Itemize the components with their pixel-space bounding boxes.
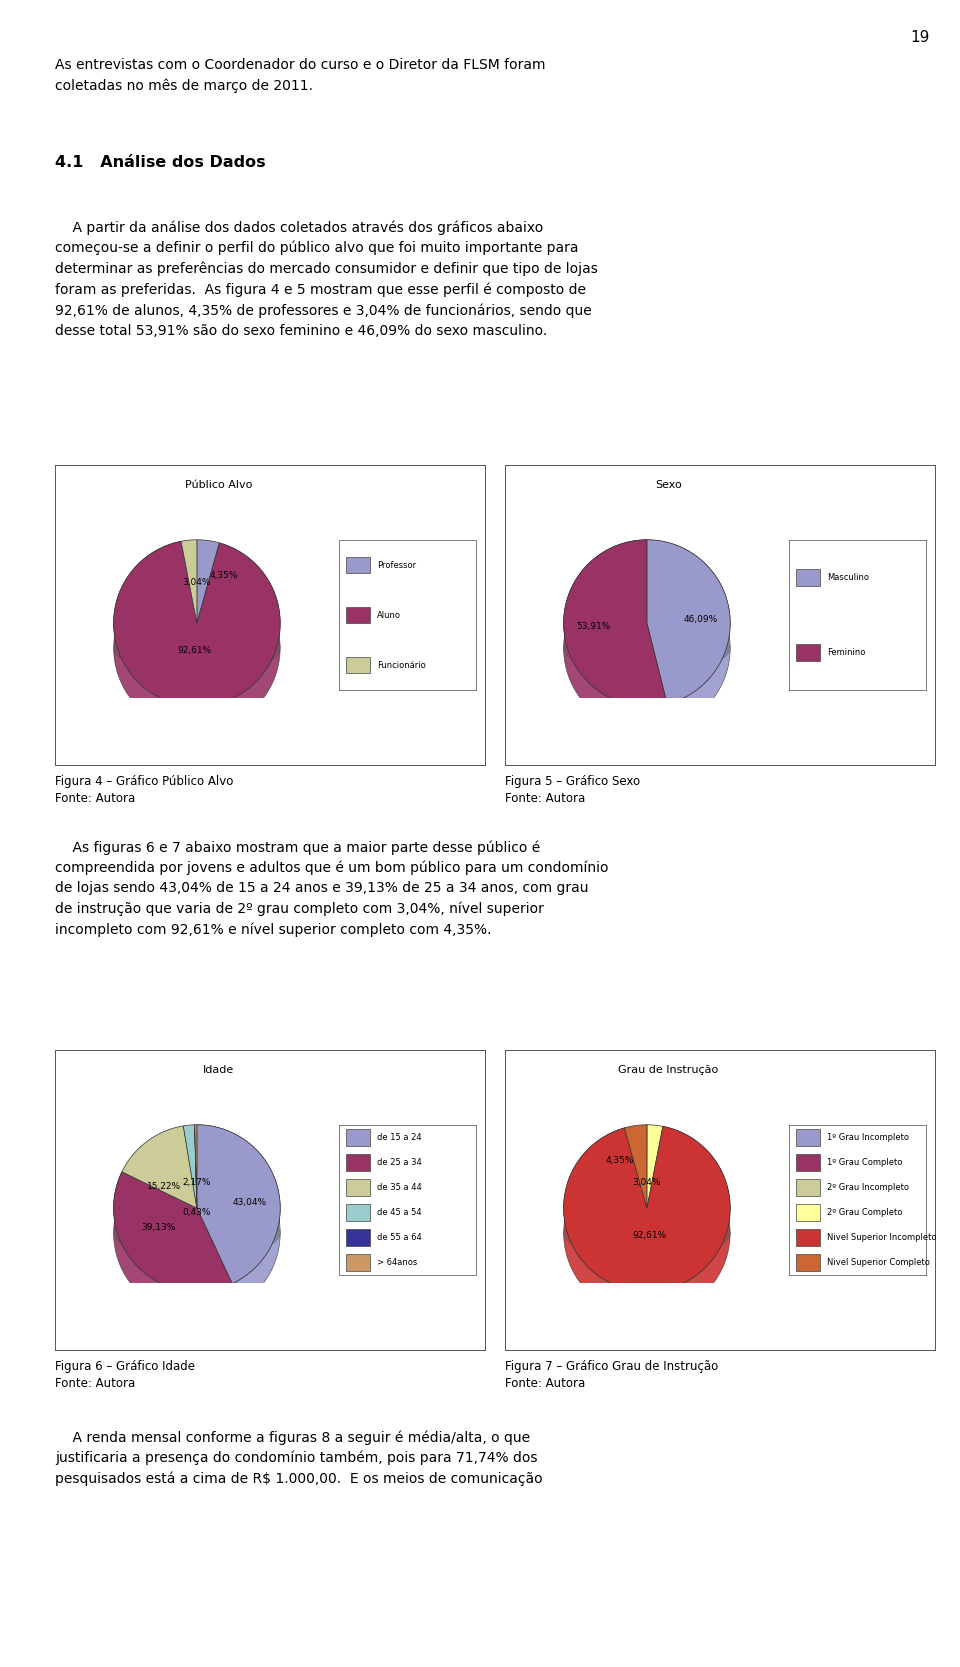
Bar	[796, 643, 821, 660]
Text: As entrevistas com o Coordenador do curso e o Diretor da FLSM foram
coletadas no: As entrevistas com o Coordenador do curs…	[55, 58, 545, 93]
Text: Sexo: Sexo	[655, 480, 682, 490]
Polygon shape	[197, 1125, 280, 1284]
Text: 43,04%: 43,04%	[232, 1197, 267, 1207]
Text: A partir da análise dos dados coletados através dos gráficos abaixo
começou-se a: A partir da análise dos dados coletados …	[55, 220, 598, 338]
Text: 39,13%: 39,13%	[141, 1222, 176, 1232]
Text: 4.1   Análise dos Dados: 4.1 Análise dos Dados	[55, 155, 266, 170]
Text: Aluno: Aluno	[377, 610, 401, 620]
Polygon shape	[624, 1125, 647, 1209]
Polygon shape	[197, 540, 220, 623]
Text: Figura 4 – Gráfico Público Alvo
Fonte: Autora: Figura 4 – Gráfico Público Alvo Fonte: A…	[55, 775, 233, 805]
Bar	[346, 607, 371, 623]
Bar	[346, 1154, 371, 1170]
Polygon shape	[195, 1125, 197, 1209]
Polygon shape	[564, 1127, 731, 1292]
Text: 3,04%: 3,04%	[633, 1179, 661, 1187]
Polygon shape	[113, 542, 280, 707]
Bar	[346, 1204, 371, 1220]
Bar	[796, 1254, 821, 1270]
Polygon shape	[181, 540, 197, 623]
Text: Nivel Superior Incompleto: Nivel Superior Incompleto	[828, 1234, 937, 1242]
Polygon shape	[647, 1125, 662, 1209]
Text: de 45 a 54: de 45 a 54	[377, 1209, 422, 1217]
Text: As figuras 6 e 7 abaixo mostram que a maior parte desse público é
compreendida p: As figuras 6 e 7 abaixo mostram que a ma…	[55, 840, 609, 937]
Bar	[346, 1129, 371, 1145]
Text: Funcionário: Funcionário	[377, 660, 426, 670]
Polygon shape	[113, 1172, 232, 1292]
Polygon shape	[195, 1125, 197, 1209]
Text: Grau de Instrução: Grau de Instrução	[618, 1065, 718, 1075]
Text: de 15 a 24: de 15 a 24	[377, 1134, 422, 1142]
Polygon shape	[564, 540, 667, 707]
Text: 19: 19	[910, 30, 929, 45]
Text: 15,22%: 15,22%	[148, 1182, 181, 1190]
Ellipse shape	[113, 623, 280, 673]
Text: Professor: Professor	[377, 560, 417, 570]
Bar	[346, 1229, 371, 1245]
Polygon shape	[183, 1125, 197, 1209]
Text: > 64anos: > 64anos	[377, 1259, 418, 1267]
Bar	[796, 1129, 821, 1145]
Polygon shape	[197, 1125, 280, 1309]
Polygon shape	[647, 540, 731, 728]
Text: A renda mensal conforme a figuras 8 a seguir é média/alta, o que
justificaria a : A renda mensal conforme a figuras 8 a se…	[55, 1430, 542, 1487]
Text: Masculino: Masculino	[828, 573, 870, 582]
Ellipse shape	[564, 623, 731, 673]
Text: Público Alvo: Público Alvo	[184, 480, 252, 490]
Ellipse shape	[564, 1209, 731, 1259]
Text: 4,35%: 4,35%	[210, 572, 238, 580]
Text: 53,91%: 53,91%	[576, 622, 611, 630]
Polygon shape	[113, 542, 280, 732]
Bar	[346, 1179, 371, 1195]
Text: Figura 5 – Gráfico Sexo
Fonte: Autora: Figura 5 – Gráfico Sexo Fonte: Autora	[505, 775, 640, 805]
Ellipse shape	[113, 1209, 280, 1259]
Polygon shape	[113, 1172, 232, 1317]
Bar	[796, 1179, 821, 1195]
Text: 92,61%: 92,61%	[178, 645, 212, 655]
Bar	[346, 1254, 371, 1270]
Text: 4,35%: 4,35%	[606, 1157, 634, 1165]
Text: de 35 a 44: de 35 a 44	[377, 1184, 422, 1192]
Polygon shape	[647, 540, 731, 703]
Bar	[796, 1229, 821, 1245]
Text: Figura 6 – Gráfico Idade
Fonte: Autora: Figura 6 – Gráfico Idade Fonte: Autora	[55, 1360, 195, 1390]
Text: 46,09%: 46,09%	[684, 615, 718, 623]
Polygon shape	[564, 1127, 731, 1317]
Text: 0,43%: 0,43%	[182, 1209, 211, 1217]
Text: 1º Grau Completo: 1º Grau Completo	[828, 1159, 902, 1167]
Text: 1º Grau Incompleto: 1º Grau Incompleto	[828, 1134, 909, 1142]
Text: de 25 a 34: de 25 a 34	[377, 1159, 422, 1167]
Text: 2º Grau Completo: 2º Grau Completo	[828, 1209, 902, 1217]
Text: 2,17%: 2,17%	[182, 1179, 211, 1187]
Bar	[796, 1154, 821, 1170]
Text: de 55 a 64: de 55 a 64	[377, 1234, 422, 1242]
Text: Idade: Idade	[203, 1065, 234, 1075]
Polygon shape	[122, 1125, 197, 1209]
Text: Nivel Superior Completo: Nivel Superior Completo	[828, 1259, 930, 1267]
Bar	[796, 568, 821, 585]
Text: 3,04%: 3,04%	[182, 578, 211, 587]
Text: 2º Grau Incompleto: 2º Grau Incompleto	[828, 1184, 909, 1192]
Bar	[346, 657, 371, 673]
Bar	[346, 557, 371, 573]
Text: 92,61%: 92,61%	[632, 1230, 666, 1240]
Polygon shape	[564, 540, 667, 732]
Bar	[796, 1204, 821, 1220]
Text: Figura 7 – Gráfico Grau de Instrução
Fonte: Autora: Figura 7 – Gráfico Grau de Instrução Fon…	[505, 1360, 718, 1390]
Text: Feminino: Feminino	[828, 648, 866, 657]
